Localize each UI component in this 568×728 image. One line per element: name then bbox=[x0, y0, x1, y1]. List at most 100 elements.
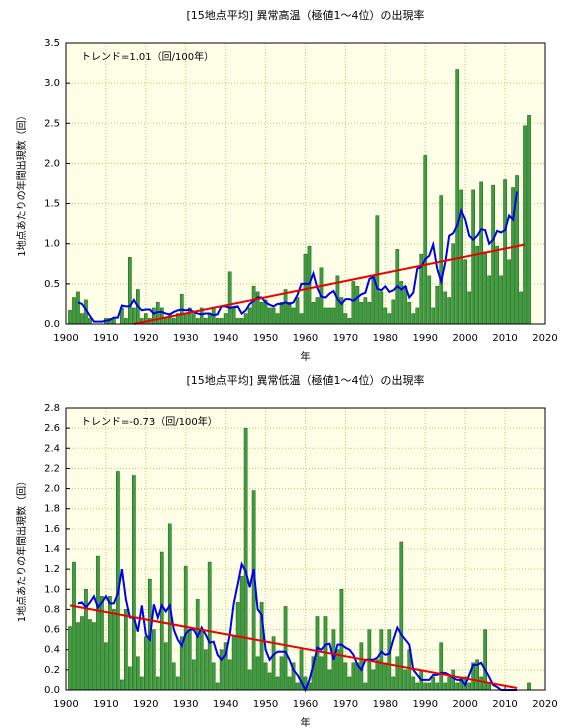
bar bbox=[132, 475, 136, 691]
bar bbox=[68, 310, 72, 325]
bar bbox=[479, 676, 483, 691]
bar bbox=[271, 307, 276, 325]
bar bbox=[375, 659, 380, 691]
bar bbox=[72, 561, 76, 691]
bar bbox=[104, 642, 108, 691]
x-tick-label: 2000 bbox=[452, 333, 477, 344]
bar bbox=[92, 622, 96, 691]
bar bbox=[371, 669, 376, 691]
bar bbox=[467, 291, 472, 325]
chart-title: [15地点平均] 異常高温（極値1〜4位）の出現率 bbox=[186, 8, 424, 22]
y-tick-label: 2.8 bbox=[44, 403, 60, 414]
bar bbox=[207, 313, 212, 325]
bar bbox=[143, 636, 148, 691]
bar bbox=[215, 682, 220, 691]
x-tick-label: 1980 bbox=[373, 333, 398, 344]
bar bbox=[319, 656, 324, 691]
y-tick-label: 1.0 bbox=[44, 239, 60, 250]
x-tick-label: 1970 bbox=[333, 333, 358, 344]
bar bbox=[132, 307, 136, 325]
bar bbox=[455, 682, 460, 691]
x-tick-label: 1940 bbox=[213, 699, 238, 710]
x-tick-label: 1960 bbox=[293, 699, 318, 710]
bar bbox=[351, 662, 356, 691]
bar bbox=[527, 115, 531, 325]
bar bbox=[211, 662, 216, 691]
plot-frame bbox=[65, 42, 546, 325]
bar bbox=[203, 318, 208, 325]
y-tick-label: 0.0 bbox=[44, 319, 60, 330]
bar bbox=[311, 302, 316, 325]
bar bbox=[139, 676, 144, 691]
x-tick-label: 1910 bbox=[93, 699, 118, 710]
bar bbox=[279, 656, 284, 691]
bar bbox=[415, 682, 420, 691]
bar bbox=[207, 561, 212, 691]
bar bbox=[403, 669, 408, 691]
bar bbox=[527, 682, 531, 691]
bar bbox=[507, 259, 511, 325]
bar bbox=[431, 676, 436, 691]
bar bbox=[283, 289, 288, 325]
bar bbox=[379, 291, 384, 325]
bar bbox=[487, 275, 491, 325]
bar bbox=[191, 659, 196, 691]
bar bbox=[128, 666, 132, 691]
y-tick-label: 1.2 bbox=[44, 564, 60, 575]
y-tick-label: 2.0 bbox=[44, 484, 60, 495]
y-tick-label: 2.6 bbox=[44, 423, 60, 434]
bar bbox=[175, 676, 180, 691]
bar bbox=[363, 682, 368, 691]
bar bbox=[124, 609, 128, 691]
x-tick-label: 1900 bbox=[53, 699, 78, 710]
bar bbox=[503, 179, 507, 325]
x-tick-label: 2010 bbox=[492, 699, 517, 710]
bar bbox=[215, 318, 220, 325]
bar bbox=[235, 602, 240, 691]
y-axis-label: 1地点あたりの年間出現数（回） bbox=[15, 476, 28, 622]
bar bbox=[263, 662, 268, 691]
bar bbox=[343, 313, 348, 325]
bar bbox=[323, 307, 328, 325]
trend-line bbox=[133, 243, 526, 325]
bar bbox=[235, 318, 240, 325]
x-tick-label: 1950 bbox=[253, 699, 278, 710]
bar bbox=[423, 682, 428, 691]
y-axis-label: 1地点あたりの年間出現数（回） bbox=[15, 110, 28, 256]
bar bbox=[395, 656, 400, 691]
bar bbox=[68, 626, 72, 691]
bar bbox=[387, 629, 392, 691]
bar bbox=[247, 307, 252, 325]
trend-line bbox=[69, 604, 518, 689]
bar bbox=[223, 313, 228, 325]
bar bbox=[363, 297, 368, 325]
y-tick-label: 0.2 bbox=[44, 665, 60, 676]
bar bbox=[443, 682, 448, 691]
x-tick-label: 1980 bbox=[373, 699, 398, 710]
bar bbox=[307, 245, 312, 325]
bar bbox=[347, 318, 352, 325]
bar bbox=[219, 318, 224, 325]
bar bbox=[259, 302, 264, 325]
annotation: トレンド=-0.73（回/100年） bbox=[81, 415, 218, 428]
x-tick-label: 2000 bbox=[452, 699, 477, 710]
y-tick-label: 1.8 bbox=[44, 504, 60, 515]
bar bbox=[407, 302, 412, 325]
bar bbox=[463, 259, 468, 325]
bar bbox=[231, 307, 236, 325]
y-tick-label: 0.4 bbox=[44, 645, 60, 656]
bar bbox=[279, 302, 284, 325]
bar bbox=[315, 297, 320, 325]
x-tick-label: 1930 bbox=[173, 333, 198, 344]
bar bbox=[187, 629, 192, 691]
x-tick-label: 1970 bbox=[333, 699, 358, 710]
y-tick-label: 1.6 bbox=[44, 524, 60, 535]
bar bbox=[471, 189, 475, 325]
bar bbox=[491, 184, 495, 325]
bar bbox=[295, 682, 300, 691]
y-tick-label: 0.6 bbox=[44, 625, 60, 636]
y-tick-label: 0.5 bbox=[44, 279, 60, 290]
x-tick-label: 1920 bbox=[133, 699, 158, 710]
bar bbox=[475, 245, 479, 325]
bar bbox=[124, 318, 128, 325]
